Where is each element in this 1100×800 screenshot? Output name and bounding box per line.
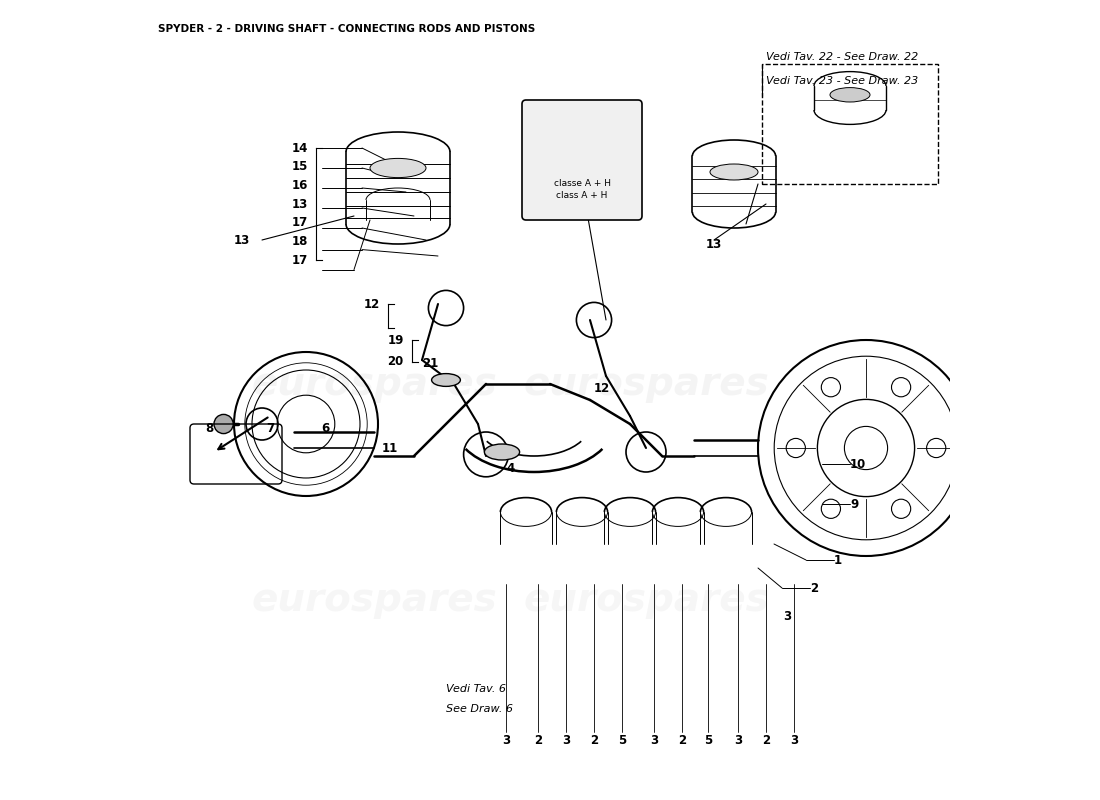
Text: 6: 6 [321,422,329,434]
Text: Vedi Tav. 23 - See Draw. 23: Vedi Tav. 23 - See Draw. 23 [766,76,918,86]
Text: eurospares: eurospares [251,581,497,619]
Text: 14: 14 [292,142,308,154]
Circle shape [214,414,233,434]
Text: 8: 8 [206,422,214,434]
Text: 12: 12 [363,298,379,310]
Text: 2: 2 [590,734,598,746]
Text: 17: 17 [292,254,308,266]
Text: See Draw. 6: See Draw. 6 [446,704,513,714]
Ellipse shape [484,444,519,460]
Text: 3: 3 [790,734,799,746]
Text: 5: 5 [618,734,626,746]
Text: 3: 3 [650,734,658,746]
Text: 21: 21 [421,358,438,370]
Text: SPYDER - 2 - DRIVING SHAFT - CONNECTING RODS AND PISTONS: SPYDER - 2 - DRIVING SHAFT - CONNECTING … [158,24,536,34]
Text: 18: 18 [292,235,308,248]
Text: Vedi Tav. 6: Vedi Tav. 6 [446,684,506,694]
Text: 10: 10 [850,458,867,470]
Ellipse shape [710,164,758,180]
Text: 3: 3 [502,734,510,746]
Text: 3: 3 [734,734,742,746]
Ellipse shape [370,158,426,178]
FancyBboxPatch shape [522,100,642,220]
Text: 1: 1 [834,554,843,566]
Text: 13: 13 [292,198,308,210]
Text: 2: 2 [810,582,818,594]
Text: 4: 4 [506,462,515,474]
Text: 17: 17 [292,216,308,229]
Text: 9: 9 [850,498,858,510]
Text: 20: 20 [387,355,404,368]
Text: eurospares: eurospares [251,365,497,403]
Text: 13: 13 [233,234,250,246]
Ellipse shape [431,374,461,386]
Text: 12: 12 [594,382,610,394]
Bar [762,64,938,184]
Text: 3: 3 [783,610,792,622]
Text: 2: 2 [678,734,686,746]
Text: 11: 11 [382,442,398,454]
Text: 16: 16 [292,179,308,192]
Text: 19: 19 [387,334,404,346]
Text: eurospares: eurospares [524,581,769,619]
Text: eurospares: eurospares [524,365,769,403]
Text: Vedi Tav. 22 - See Draw. 22: Vedi Tav. 22 - See Draw. 22 [766,52,918,62]
Text: 7: 7 [266,422,274,434]
Ellipse shape [830,87,870,102]
Text: 5: 5 [704,734,713,746]
Text: classe A + H: classe A + H [553,179,610,189]
Text: 3: 3 [562,734,570,746]
Text: 13: 13 [706,238,723,250]
Text: 15: 15 [292,160,308,173]
Ellipse shape [564,125,600,138]
Text: 2: 2 [534,734,542,746]
Text: class A + H: class A + H [557,191,607,201]
Text: 2: 2 [762,734,770,746]
